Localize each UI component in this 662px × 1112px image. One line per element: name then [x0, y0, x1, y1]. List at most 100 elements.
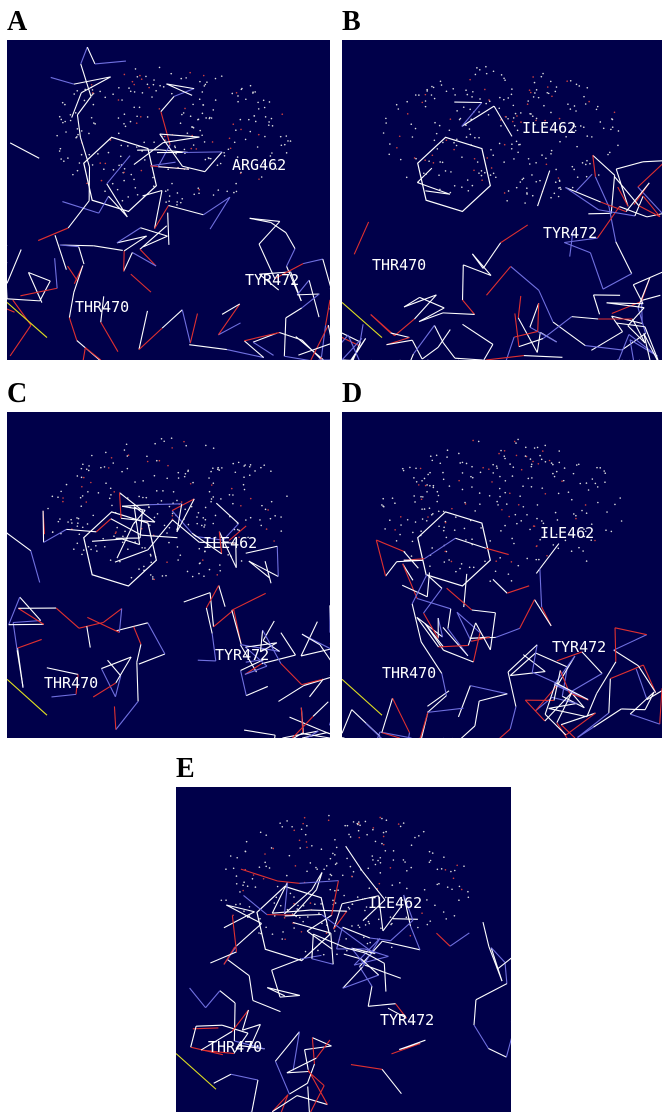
surface-dot: [192, 104, 194, 106]
surface-dot: [532, 76, 534, 78]
surface-dot: [101, 180, 103, 182]
surface-dot: [446, 139, 448, 141]
surface-dot: [581, 510, 583, 512]
surface-dot: [348, 834, 350, 836]
surface-dot: [307, 916, 309, 918]
surface-dot: [531, 463, 533, 465]
bond: [139, 654, 165, 664]
surface-dot: [260, 832, 262, 834]
bond: [417, 599, 451, 609]
surface-dot: [458, 453, 460, 455]
surface-dot: [192, 576, 194, 578]
surface-dot: [541, 487, 543, 489]
surface-dot: [474, 158, 476, 160]
surface-dot: [221, 900, 223, 902]
surface-dot: [211, 484, 213, 486]
surface-dot: [535, 162, 537, 164]
bond: [382, 1069, 401, 1093]
surface-dot: [358, 837, 360, 839]
surface-dot: [594, 540, 596, 542]
bond: [214, 1074, 231, 1083]
surface-dot: [206, 81, 208, 83]
surface-dot: [210, 158, 212, 160]
bond: [92, 539, 122, 541]
surface-dot: [174, 147, 176, 149]
surface-dot: [190, 483, 192, 485]
surface-dot: [177, 559, 179, 561]
surface-dot: [343, 895, 345, 897]
surface-dot: [91, 455, 93, 457]
surface-dot: [572, 187, 574, 189]
surface-dot: [306, 825, 308, 827]
surface-dot: [329, 889, 331, 891]
bond: [493, 579, 507, 593]
bond: [384, 963, 386, 991]
surface-dot: [236, 875, 238, 877]
surface-dot: [203, 104, 205, 106]
surface-dot: [379, 883, 381, 885]
surface-dot: [544, 445, 546, 447]
surface-dot: [215, 515, 217, 517]
surface-dot: [456, 138, 458, 140]
surface-dot: [543, 105, 545, 107]
surface-dot: [597, 486, 599, 488]
bond: [183, 152, 222, 153]
bond: [161, 96, 174, 111]
surface-dot: [489, 100, 491, 102]
surface-dot: [80, 505, 82, 507]
bond: [203, 197, 230, 215]
bond: [505, 962, 507, 983]
surface-dot: [268, 121, 270, 123]
bond: [366, 723, 393, 738]
surface-dot: [558, 196, 560, 198]
bond: [468, 623, 475, 646]
surface-dot: [560, 188, 562, 190]
surface-dot: [152, 177, 154, 179]
bond: [462, 106, 494, 126]
surface-dot: [109, 498, 111, 500]
surface-dot: [155, 90, 157, 92]
bond: [116, 623, 147, 631]
surface-dot: [136, 115, 138, 117]
surface-dot: [431, 94, 433, 96]
surface-dot: [110, 559, 112, 561]
bond: [397, 560, 423, 561]
surface-dot: [546, 163, 548, 165]
surface-dot: [353, 821, 355, 823]
surface-dot: [415, 94, 417, 96]
bond: [403, 564, 417, 599]
surface-dot: [243, 881, 245, 883]
surface-dot: [498, 453, 500, 455]
surface-dot: [416, 481, 418, 483]
surface-dot: [511, 88, 513, 90]
bond: [400, 354, 414, 360]
surface-dot: [250, 517, 252, 519]
surface-dot: [467, 94, 469, 96]
surface-dot: [258, 134, 260, 136]
bond: [510, 653, 535, 676]
surface-dot: [271, 501, 273, 503]
surface-dot: [453, 149, 455, 151]
surface-dot: [383, 836, 385, 838]
bond: [564, 242, 590, 252]
surface-dot: [239, 891, 241, 893]
bond: [77, 115, 80, 137]
surface-dot: [410, 935, 412, 937]
surface-dot: [534, 82, 536, 84]
surface-dot: [119, 561, 121, 563]
surface-dot: [342, 875, 344, 877]
surface-dot: [586, 512, 588, 514]
surface-dot: [454, 185, 456, 187]
surface-dot: [328, 878, 330, 880]
bond: [241, 869, 278, 881]
surface-dot: [611, 531, 613, 533]
surface-dot: [80, 497, 82, 499]
surface-dot: [75, 137, 77, 139]
bond: [182, 310, 190, 343]
surface-dot: [485, 103, 487, 105]
surface-dot: [260, 525, 262, 527]
surface-dot: [491, 167, 493, 169]
surface-dot: [75, 112, 77, 114]
surface-dot: [466, 463, 468, 465]
surface-dot: [287, 140, 289, 142]
